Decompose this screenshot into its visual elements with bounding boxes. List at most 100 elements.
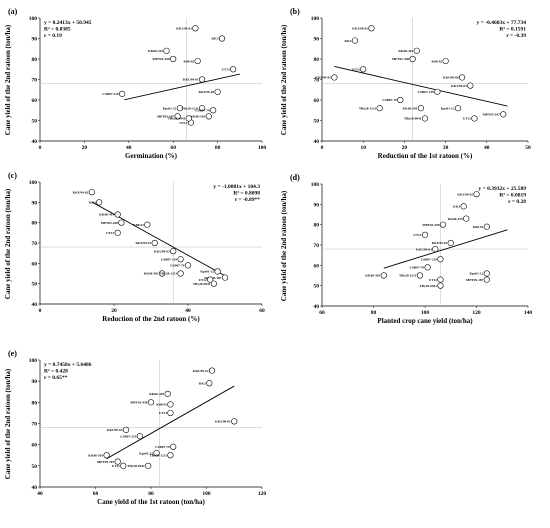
data-point (437, 256, 444, 263)
point-label: CSB07-79 (410, 266, 425, 270)
correlation-label: r = -0.39 (506, 33, 526, 39)
x-tick-label: 100 (202, 491, 211, 497)
data-point (454, 105, 462, 112)
point-label: TBy28-0941 (127, 464, 145, 468)
data-point (163, 47, 170, 54)
y-tick-label: 40 (32, 485, 38, 491)
point-label: CSB07-219 (102, 92, 119, 96)
point-label: TBy28-0941 (404, 117, 422, 121)
x-tick-label: 60 (259, 308, 265, 314)
r-squared-label: R² = 0.0819 (499, 193, 526, 199)
y-axis-title: Cane yield of the 2nd ratoon (ton/ha) (4, 368, 12, 479)
data-point (467, 82, 474, 89)
x-tick-label: 40 (185, 308, 191, 314)
data-point (192, 25, 199, 32)
data-point (164, 390, 171, 397)
point-label: KK3 (453, 205, 460, 209)
point-label: MPT05-187 (97, 460, 114, 464)
point-label: TBy28-1211 (181, 106, 199, 110)
data-point (442, 57, 449, 65)
correlation-label: r = 0.19 (44, 33, 62, 39)
point-label: UT12 (112, 464, 120, 468)
y-tick-label: 40 (314, 304, 320, 310)
data-point (221, 274, 229, 281)
point-label: TBy28-0941 (193, 282, 211, 286)
y-axis-title: Cane yield of the 2nd ratoon (ton/ha) (280, 24, 288, 135)
point-label: UT12 (463, 117, 471, 121)
data-point (483, 276, 490, 283)
y-tick-label: 100 (29, 358, 38, 364)
point-label: MPT05-187 (466, 278, 483, 282)
x-tick-label: 80 (371, 310, 377, 316)
data-point (447, 239, 454, 247)
y-tick-label: 100 (311, 16, 320, 22)
data-point (145, 462, 152, 469)
point-label: K88-92 (473, 225, 484, 229)
data-point (417, 105, 424, 112)
x-tick-label: 0 (39, 145, 42, 151)
data-point (119, 90, 126, 97)
y-tick-label: 40 (32, 139, 38, 145)
data-point (120, 462, 127, 469)
point-label: KK06-419 (398, 49, 413, 53)
data-point (437, 282, 444, 289)
y-tick-label: 70 (32, 78, 38, 84)
y-tick-label: 60 (32, 98, 38, 104)
point-label: KK3 (199, 381, 206, 385)
point-label: MPT02-458 (153, 57, 170, 61)
y-axis-title: Cane yield of the 2nd ratoon (ton/ha) (4, 188, 12, 299)
point-label: KKU99-03 (198, 90, 214, 94)
data-point (167, 401, 174, 408)
data-point (483, 270, 490, 277)
x-axis-title: Planted crop cane yield (ton/ha) (377, 317, 473, 325)
data-point (177, 256, 184, 263)
point-label: TBy28-0941 (168, 117, 186, 121)
data-point (214, 268, 221, 275)
point-label: K88-92 (432, 59, 443, 63)
data-point (473, 191, 480, 198)
y-tick-label: 50 (32, 119, 38, 125)
y-tick-label: 40 (32, 302, 38, 308)
point-label: MPT05-187 (204, 276, 221, 280)
point-label: UT12 (199, 278, 207, 282)
data-point (421, 231, 429, 238)
data-point (147, 399, 155, 406)
point-label: TBy28-1211 (160, 272, 178, 276)
chart-panel-a: (a) 0 20 40 60 80 100 40 50 60 70 80 90 100 y = 0.2413… (4, 7, 266, 160)
point-label: KKU99-03 (154, 249, 170, 253)
panel-label: (c) (8, 171, 17, 180)
data-point (177, 270, 184, 277)
data-point (170, 443, 177, 450)
point-label: MPT02-458 (422, 223, 439, 227)
x-axis-title: Reduction of the 2nd ratoon (%) (102, 315, 200, 323)
data-point (432, 245, 439, 253)
panel-label: (d) (290, 173, 300, 182)
regression-equation: y = 0.3932x + 25.589 (478, 186, 526, 192)
x-tick-label: 120 (472, 310, 481, 316)
data-point (360, 66, 367, 73)
x-tick-label: 80 (215, 145, 221, 151)
point-label: KKU99-02 (193, 369, 209, 373)
point-label: KK06-501 (190, 115, 205, 119)
point-label: KKU99-03 (451, 84, 467, 88)
y-axis-title: Cane yield of the 2nd ratoon (ton/ha) (280, 190, 288, 301)
point-label: KK06-501 (88, 453, 103, 457)
data-point (471, 115, 478, 122)
chart-panel-c: (c) 0 20 40 60 40 50 60 70 80 90 100 y = -1.0081x + … (4, 171, 265, 323)
x-tick-label: 40 (37, 491, 43, 497)
point-label: KKU99-02 (73, 190, 89, 194)
point-label: Kps01-12 (200, 270, 214, 274)
y-tick-label: 80 (314, 223, 320, 229)
point-label: KKU99-01 (183, 78, 199, 82)
data-point (144, 221, 151, 228)
x-axis-title: Cane yield of the 1st ratoon (ton/ha) (97, 498, 205, 506)
point-label: KKU99-02 (176, 26, 192, 30)
point-label: Kps01-12 (163, 106, 177, 110)
regression-equation: y = 0.2413x + 50.945 (44, 20, 92, 26)
data-point (174, 113, 181, 120)
data-point (434, 88, 441, 95)
point-label: K88-92 (133, 223, 144, 227)
regression-equation: y = -0.4603x + 77.734 (477, 20, 527, 26)
point-label: KK3 (344, 39, 351, 43)
y-tick-label: 90 (32, 37, 38, 43)
